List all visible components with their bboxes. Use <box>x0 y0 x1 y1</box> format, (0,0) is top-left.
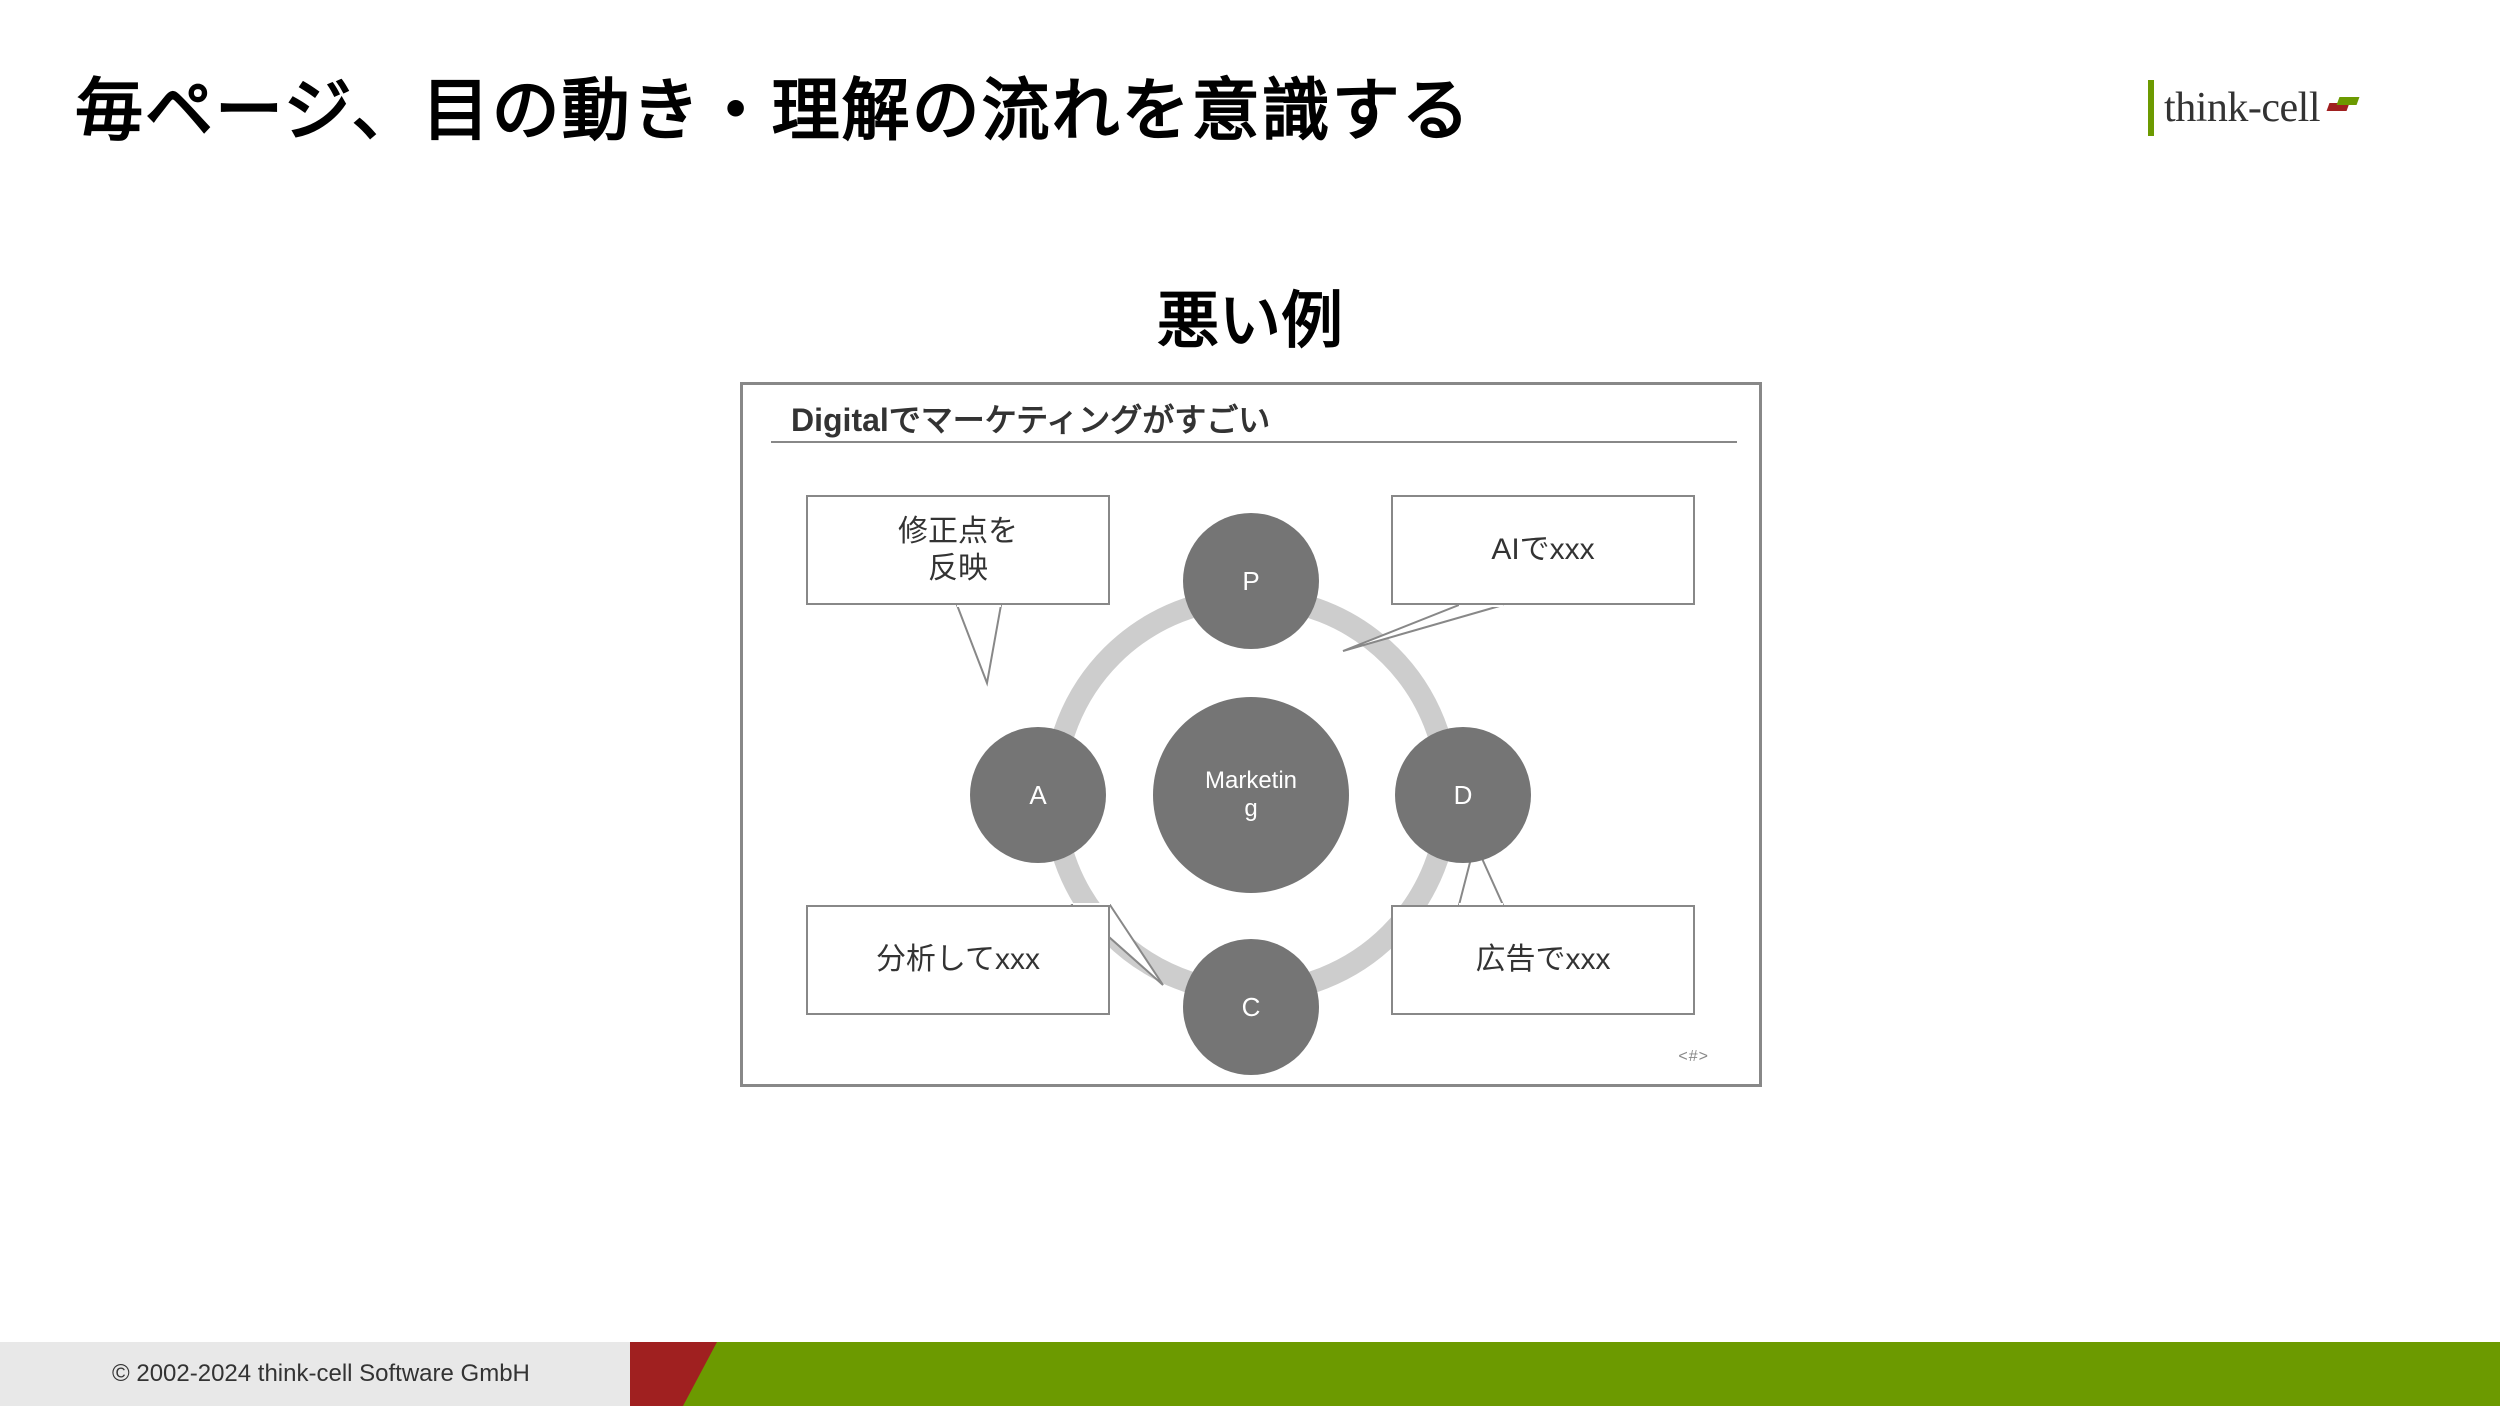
callout-bl: 分析してxxx <box>806 905 1110 1015</box>
outer-circle-label-a: A <box>1029 780 1046 811</box>
example-label: 悪い例 <box>1157 270 1343 360</box>
footer-green <box>664 1342 2500 1406</box>
center-circle: Marketing <box>1153 697 1349 893</box>
callout-tail-tl <box>957 605 1001 683</box>
logo-mark-icon <box>2326 91 2360 125</box>
logo-text: think-cell <box>2164 84 2320 132</box>
outer-circle-c: C <box>1183 939 1319 1075</box>
pdc a-diagram: Marketing P D C A 修正点を 反映 AIでxxx 分析してxxx 広告でxxx <box>743 445 1759 1085</box>
page-title: 毎ページ、目の動き・理解の流れを意識する <box>75 55 1472 154</box>
callout-text-tl: 修正点を 反映 <box>898 513 1018 588</box>
callout-br: 広告でxxx <box>1391 905 1695 1015</box>
callout-text-bl: 分析してxxx <box>876 941 1040 979</box>
callout-tl: 修正点を 反映 <box>806 495 1110 605</box>
outer-circle-a: A <box>970 727 1106 863</box>
copyright: © 2002-2024 think-cell Software GmbH <box>112 1360 530 1388</box>
slide-page-number: <#> <box>1678 1048 1709 1066</box>
footer: © 2002-2024 think-cell Software GmbH <box>0 1342 2500 1406</box>
center-circle-label: Marketing <box>1205 767 1297 823</box>
outer-circle-label-c: C <box>1242 992 1261 1023</box>
slide-title: Digitalでマーケティングがすごい <box>791 395 1717 447</box>
callout-text-br: 広告でxxx <box>1476 941 1611 979</box>
slide-frame: Digitalでマーケティングがすごい Marketing P D C A 修正点を 反映… <box>740 382 1762 1087</box>
slide-title-underline <box>771 441 1737 443</box>
outer-circle-label-d: D <box>1454 780 1473 811</box>
logo-bar <box>2148 80 2154 136</box>
callout-tr: AIでxxx <box>1391 495 1695 605</box>
logo: think-cell <box>2148 80 2360 136</box>
outer-circle-label-p: P <box>1242 566 1259 597</box>
outer-circle-p: P <box>1183 513 1319 649</box>
outer-circle-d: D <box>1395 727 1531 863</box>
callout-tail-tr <box>1343 605 1503 651</box>
callout-text-tr: AIでxxx <box>1491 531 1594 569</box>
